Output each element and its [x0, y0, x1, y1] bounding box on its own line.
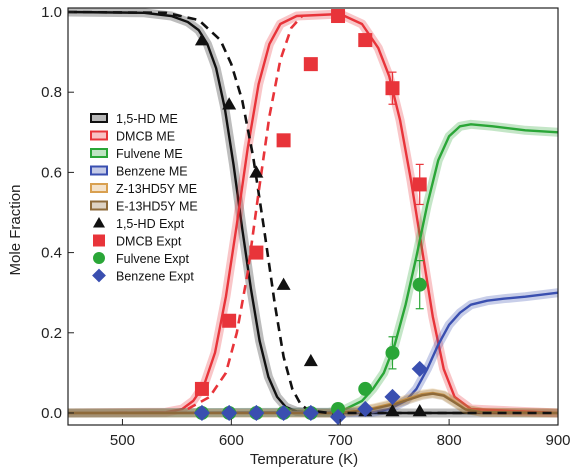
legend: 1,5-HD ME DMCB ME Fulvene ME Benzene ME Z-13… — [90, 112, 198, 284]
point-dmcb-expt — [222, 313, 237, 328]
point-fulvene-expt — [412, 277, 427, 292]
series-band-benzene-me — [68, 288, 558, 418]
y-tick-label: 0.2 — [41, 325, 62, 342]
x-tick-label: 600 — [219, 432, 244, 449]
legend-label-benzene-expt: Benzene Expt — [116, 270, 194, 284]
series-line-dmcb-me — [68, 12, 558, 415]
legend-swatch-z-13hd5y-me — [90, 183, 108, 193]
y-tick-label: 0.6 — [41, 164, 62, 181]
point-dmcb-expt — [194, 381, 209, 396]
legend-label-fulvene-me: Fulvene ME — [116, 147, 183, 161]
point-benzene-expt — [384, 388, 401, 405]
point-1-5-hd-expt — [385, 403, 400, 417]
x-tick-label: 900 — [545, 432, 570, 449]
y-tick-label: 0.0 — [41, 405, 62, 422]
legend-label-fulvene-expt: Fulvene Expt — [116, 252, 189, 266]
x-tick-label: 800 — [437, 432, 462, 449]
legend-marker-fulvene-expt — [93, 252, 105, 264]
plot-content — [68, 8, 558, 425]
x-axis-title: Temperature (K) — [250, 451, 358, 468]
point-benzene-expt — [357, 400, 374, 418]
point-dmcb-expt — [303, 57, 318, 72]
series-line-benzene-me — [68, 291, 558, 415]
series-band-dmcb-me — [68, 9, 558, 418]
legend-swatch-dmcb-me — [90, 130, 108, 141]
plot-frame — [67, 7, 559, 426]
point-1-5-hd-expt — [194, 33, 209, 46]
x-tick-label: 700 — [328, 432, 353, 449]
y-tick-label: 0.8 — [41, 84, 62, 101]
legend-marker-dmcb-expt — [93, 234, 105, 247]
y-tick-label: 1.0 — [41, 4, 62, 21]
y-tick-label: 0.4 — [41, 245, 62, 262]
point-benzene-expt — [193, 404, 210, 422]
point-fulvene-expt — [358, 381, 373, 396]
point-dmcb-expt — [331, 9, 346, 24]
point-benzene-expt — [221, 404, 238, 422]
legend-label-dmcb-me: DMCB ME — [116, 130, 175, 144]
legend-swatch-fulvene-me — [90, 148, 108, 158]
point-benzene-expt — [248, 404, 265, 422]
point-benzene-expt — [275, 404, 292, 422]
point-dmcb-expt — [276, 133, 291, 148]
point-benzene-expt — [302, 404, 319, 422]
point-1-5-hd-expt — [249, 165, 264, 178]
legend-label-1-5-hd-me: 1,5-HD ME — [116, 112, 178, 126]
y-axis-title: Mole Fraction — [7, 185, 24, 276]
legend-swatch-1-5-hd-me — [90, 113, 108, 123]
point-1-5-hd-expt — [222, 97, 237, 110]
point-dmcb-expt — [412, 177, 427, 192]
point-dmcb-expt — [249, 245, 264, 260]
point-dmcb-expt — [358, 33, 373, 48]
legend-swatch-e-13hd5y-me — [90, 200, 108, 211]
point-1-5-hd-expt — [303, 353, 318, 367]
legend-marker-benzene-expt — [92, 268, 106, 283]
point-1-5-hd-expt — [412, 403, 427, 417]
legend-label-z-13hd5y-me: Z-13HD5Y ME — [116, 182, 197, 196]
legend-marker-1-5-hd-expt — [93, 217, 105, 228]
legend-label-e-13hd5y-me: E-13HD5Y ME — [116, 200, 198, 214]
legend-label-1-5-hd-expt: 1,5-HD Expt — [116, 217, 185, 231]
point-fulvene-expt — [385, 345, 400, 360]
point-benzene-expt — [411, 360, 428, 377]
legend-label-dmcb-expt: DMCB Expt — [116, 235, 182, 249]
series-dashed-dmcb-dashed — [187, 15, 304, 411]
series-line-fulvene-me — [68, 123, 558, 415]
legend-label-benzene-me: Benzene ME — [116, 165, 188, 179]
plot-area: 500 600 700 800 900 0.0 0.2 0.4 0.6 0.8 1.0 — [41, 4, 570, 449]
legend-swatch-benzene-me — [90, 165, 108, 176]
point-1-5-hd-expt — [276, 277, 291, 290]
point-benzene-expt — [329, 408, 347, 425]
point-dmcb-expt — [385, 81, 400, 96]
x-tick-label: 500 — [110, 432, 135, 449]
